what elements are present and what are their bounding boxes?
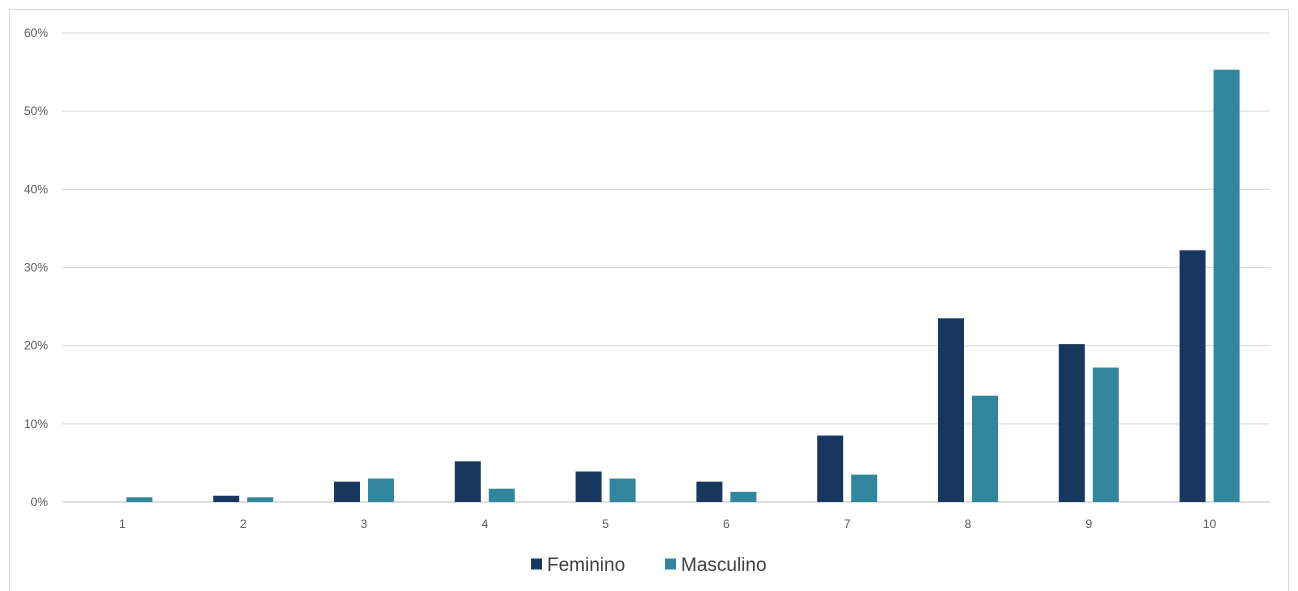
x-tick-label: 5 [602, 517, 609, 531]
x-tick-label: 9 [1085, 517, 1092, 531]
y-tick-label: 0% [31, 495, 49, 509]
x-axis-tick-labels: 1 2 3 4 5 6 7 8 9 10 [119, 517, 1217, 531]
bar-feminino-2 [213, 495, 240, 502]
x-tick-label: 7 [844, 517, 851, 531]
bar-feminino-9 [1058, 344, 1085, 502]
bar-masculino-9 [1092, 367, 1119, 502]
y-tick-label: 60% [24, 26, 48, 40]
y-tick-label: 40% [24, 182, 48, 196]
bar-feminino-8 [938, 318, 964, 502]
bar-masculino-3 [368, 478, 394, 502]
y-tick-label: 10% [24, 417, 48, 431]
bar-masculino-1 [126, 497, 153, 502]
bar-masculino-4 [488, 488, 515, 502]
x-tick-label: 10 [1203, 517, 1217, 531]
bar-masculino-10 [1213, 69, 1240, 502]
x-tick-label: 3 [361, 517, 368, 531]
y-axis-tick-labels: 0% 10% 20% 30% 40% 50% 60% [24, 26, 48, 509]
bar-feminino-4 [454, 461, 481, 502]
bar-feminino-7 [817, 435, 844, 502]
bar-feminino-3 [334, 481, 360, 502]
y-tick-label: 20% [24, 339, 48, 353]
legend-swatch-masculino [665, 558, 676, 570]
bar-feminino-5 [575, 471, 602, 502]
gridlines [62, 32, 1270, 503]
legend-label-masculino: Masculino [681, 555, 767, 576]
bar-masculino-5 [609, 478, 636, 502]
bar-feminino-10 [1179, 250, 1206, 502]
x-tick-label: 4 [481, 517, 488, 531]
bar-masculino-8 [972, 395, 998, 502]
y-tick-label: 50% [24, 104, 48, 118]
bar-masculino-6 [730, 491, 757, 502]
legend: Feminino Masculino [531, 555, 767, 576]
x-tick-label: 6 [723, 517, 730, 531]
x-tick-label: 8 [965, 517, 972, 531]
x-tick-label: 1 [119, 517, 126, 531]
bar-feminino-6 [696, 481, 723, 502]
bar-masculino-7 [851, 474, 878, 502]
bars [126, 69, 1240, 502]
legend-swatch-feminino [531, 558, 542, 570]
y-tick-label: 30% [24, 261, 48, 275]
legend-label-feminino: Feminino [547, 555, 625, 576]
x-tick-label: 2 [240, 517, 247, 531]
bar-masculino-2 [247, 497, 274, 502]
